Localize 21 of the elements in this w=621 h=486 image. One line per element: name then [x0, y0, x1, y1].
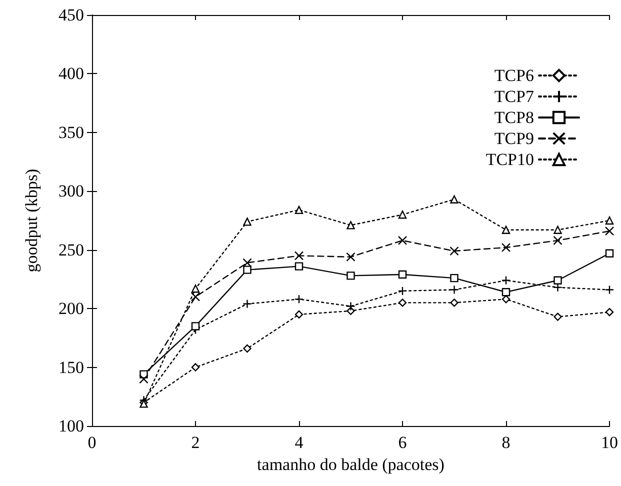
x-tick-label: 0	[88, 433, 96, 452]
x-tick-label: 2	[191, 433, 200, 452]
y-tick-label: 100	[58, 416, 84, 436]
y-tick-label: 300	[58, 182, 84, 201]
x-tick-label: 8	[502, 433, 510, 452]
x-axis-title: tamanho do balde (pacotes)	[257, 455, 444, 474]
y-tick-label: 150	[58, 358, 84, 377]
y-axis-title: goodput (kbps)	[22, 168, 41, 272]
legend-label: TCP9	[494, 129, 534, 148]
y-tick-label: 200	[58, 299, 84, 318]
legend-label: TCP8	[494, 108, 534, 127]
legend-label: TCP6	[494, 66, 534, 85]
legend-label: TCP10	[486, 150, 534, 169]
y-tick-label: 450	[58, 6, 84, 24]
x-tick-label: 6	[398, 433, 407, 452]
y-tick-label: 350	[58, 122, 84, 142]
x-tick-label: 10	[601, 433, 618, 452]
x-tick-label: 4	[294, 433, 304, 452]
legend-label: TCP7	[494, 87, 534, 106]
y-tick-label: 400	[58, 64, 84, 84]
y-tick-label: 250	[58, 240, 84, 260]
